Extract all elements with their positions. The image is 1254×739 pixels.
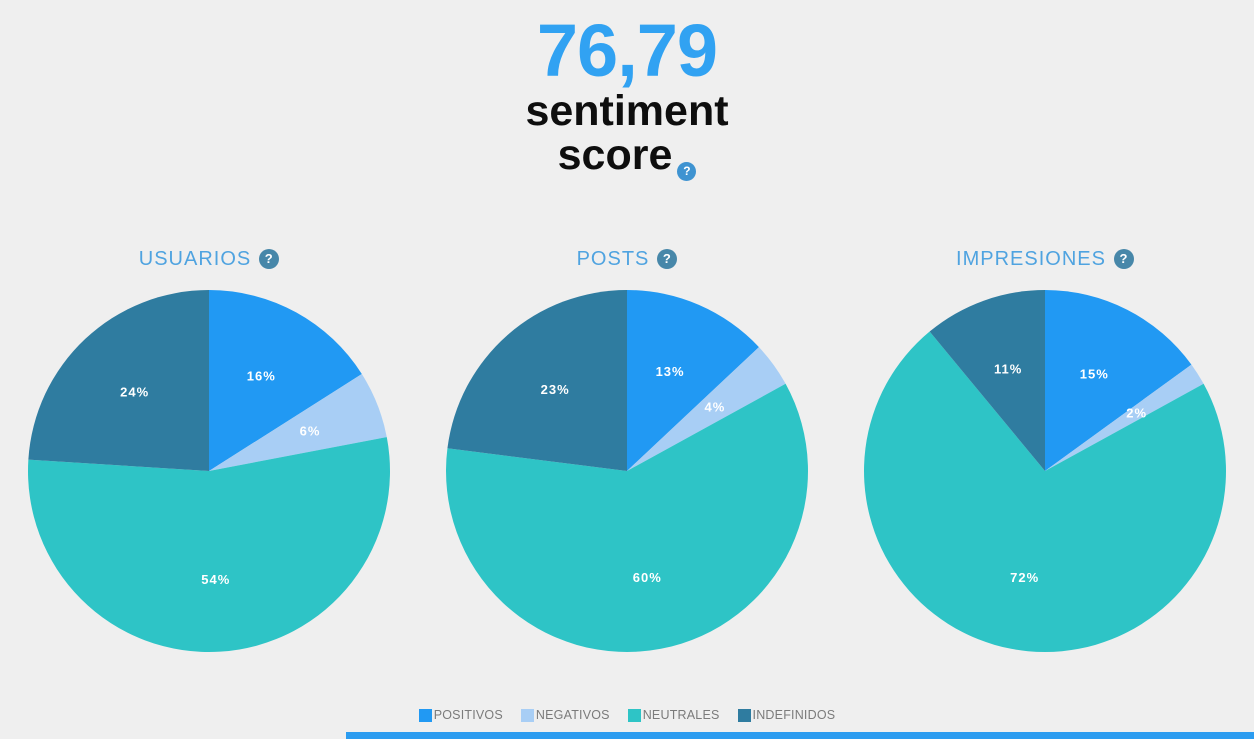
legend-item-negativos[interactable]: NEGATIVOS <box>520 708 610 722</box>
pie-chart-impresiones: 15% 2% 72% 11% <box>864 289 1227 652</box>
pie-slice-label: 15% <box>1080 366 1109 381</box>
legend-item-neutrales[interactable]: NEUTRALES <box>627 708 720 722</box>
sentiment-score-header: 76,79 sentiment score? <box>0 0 1254 181</box>
chart-help-icon[interactable]: ? <box>657 249 678 270</box>
pie-slice-indefinidos[interactable] <box>28 289 209 471</box>
pie-slice-label: 72% <box>1010 570 1039 585</box>
chart-title-posts: POSTS? <box>577 248 678 271</box>
legend-item-indefinidos[interactable]: INDEFINIDOS <box>737 708 836 722</box>
pie-slice-label: 2% <box>1126 405 1147 420</box>
chart-help-icon[interactable]: ? <box>259 249 280 270</box>
score-help-icon[interactable]: ? <box>677 161 697 181</box>
pie-slice-label: 6% <box>300 423 321 438</box>
sentiment-score-value: 76,79 <box>536 9 718 92</box>
pie-slice-neutrales[interactable] <box>446 383 809 652</box>
legend-label: NEGATIVOS <box>535 708 610 722</box>
pie-slice-label: 4% <box>705 399 726 414</box>
pie-slice-indefinidos[interactable] <box>929 289 1045 471</box>
legend-label: POSITIVOS <box>433 708 503 722</box>
legend-swatch <box>418 708 432 722</box>
pie-chart-usuarios: 16% 6% 54% 24% <box>28 289 391 652</box>
pie-slice-label: 60% <box>633 570 662 585</box>
pie-slice-neutrales[interactable] <box>28 436 391 652</box>
legend-label: NEUTRALES <box>642 708 720 722</box>
legend: POSITIVOS NEGATIVOS NEUTRALES INDEFINIDOS <box>0 708 1254 722</box>
legend-label: INDEFINIDOS <box>752 708 836 722</box>
score-label-line1: sentiment <box>525 87 729 135</box>
pie-slice-negativos[interactable] <box>627 346 786 471</box>
pie-slice-label: 13% <box>656 364 685 379</box>
legend-swatch <box>737 708 751 722</box>
chart-posts: POSTS? 13% 4% 60% 23% <box>418 248 836 654</box>
chart-help-icon[interactable]: ? <box>1113 249 1134 270</box>
pie-slice-positivos[interactable] <box>1045 289 1192 471</box>
pie-slice-neutrales[interactable] <box>864 331 1227 652</box>
chart-usuarios: USUARIOS? 16% 6% 54% 24% <box>0 248 418 654</box>
chart-impresiones: IMPRESIONES? 15% 2% 72% 11% <box>836 248 1254 654</box>
sentiment-score-label: sentiment score? <box>0 87 1254 181</box>
pie-slice-label: 24% <box>120 384 149 399</box>
chart-title-text: USUARIOS <box>138 247 252 270</box>
chart-title-text: POSTS <box>576 247 650 270</box>
chart-title-text: IMPRESIONES <box>956 247 1106 270</box>
pie-slice-label: 54% <box>201 572 230 587</box>
charts-row: USUARIOS? 16% 6% 54% 24% POSTS? 13% 4% 60% 23% IMP… <box>0 248 1254 654</box>
pie-slice-indefinidos[interactable] <box>447 289 627 471</box>
pie-slice-positivos[interactable] <box>209 289 362 471</box>
pie-slice-positivos[interactable] <box>627 289 759 471</box>
pie-slice-negativos[interactable] <box>1045 364 1204 471</box>
pie-slice-label: 11% <box>994 361 1022 376</box>
chart-title-usuarios: USUARIOS? <box>138 247 280 271</box>
pie-slice-label: 16% <box>247 368 276 383</box>
legend-swatch <box>520 708 534 722</box>
chart-title-impresiones: IMPRESIONES? <box>956 248 1134 271</box>
score-label-line2: score <box>557 130 673 179</box>
pie-chart-posts: 13% 4% 60% 23% <box>446 289 809 652</box>
pie-slice-negativos[interactable] <box>209 373 387 471</box>
legend-swatch <box>627 708 641 722</box>
legend-item-positivos[interactable]: POSITIVOS <box>418 708 503 722</box>
pie-slice-label: 23% <box>541 382 570 397</box>
footer-bar <box>346 732 1254 739</box>
